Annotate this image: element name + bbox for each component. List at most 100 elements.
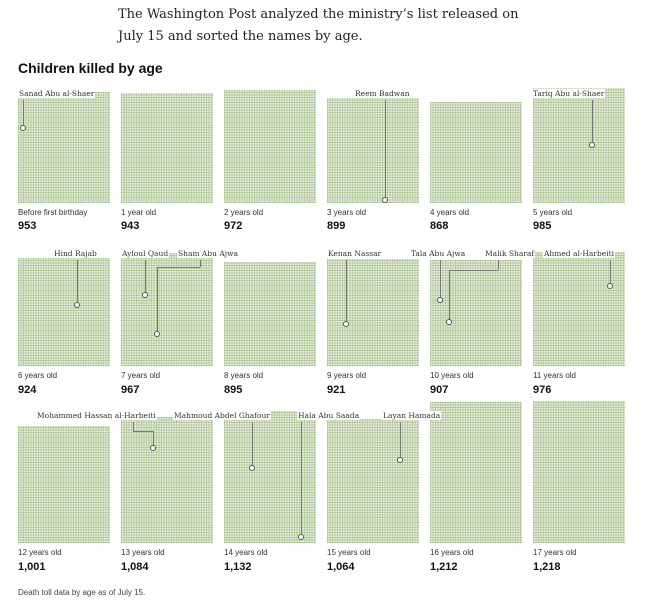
child-name-label: Ayloul Qaud — [121, 249, 170, 258]
age-grid — [327, 98, 419, 203]
age-label: 12 years old — [18, 548, 62, 557]
intro-text: The Washington Post analyzed the ministr… — [118, 7, 519, 44]
age-label: 10 years old — [430, 371, 474, 380]
death-count: 985 — [533, 220, 552, 232]
age-grid — [121, 93, 213, 203]
age-label: 16 years old — [430, 548, 474, 557]
child-name-label: Hala Abu Saada — [297, 411, 361, 420]
age-label: 3 years old — [327, 208, 367, 217]
child-name-label: Hind Rajab — [53, 249, 98, 258]
child-marker — [382, 197, 388, 203]
age-grid — [430, 260, 522, 366]
annotation-connector — [449, 270, 498, 271]
death-count: 976 — [533, 384, 552, 396]
age-label: 5 years old — [533, 208, 573, 217]
child-marker — [74, 302, 80, 308]
death-count: 1,001 — [18, 561, 46, 573]
child-name-label: Tariq Abu al-Shaer — [532, 89, 606, 98]
death-count: 967 — [121, 384, 140, 396]
annotation-connector — [385, 100, 386, 200]
child-marker — [446, 319, 452, 325]
child-marker — [249, 465, 255, 471]
child-name-label: Mahmoud Abdel Ghafour — [173, 411, 271, 420]
child-marker — [150, 445, 156, 451]
child-name-label: Ahmed al-Harbeiti — [543, 249, 616, 258]
age-label: 13 years old — [121, 548, 165, 557]
annotation-connector — [153, 431, 154, 448]
age-label: Before first birthday — [18, 208, 88, 217]
child-name-label: Sham Abu Ajwa — [177, 249, 239, 258]
death-count: 1,132 — [224, 561, 252, 573]
age-grid — [327, 419, 419, 543]
annotation-connector — [77, 260, 78, 305]
age-label: 11 years old — [533, 371, 576, 380]
child-marker — [142, 292, 148, 298]
child-marker — [589, 142, 595, 148]
age-label: 15 years old — [327, 548, 371, 557]
annotation-connector — [23, 100, 24, 128]
annotation-connector — [157, 267, 158, 334]
age-label: 8 years old — [224, 371, 264, 380]
age-grid — [121, 253, 213, 366]
age-grid — [533, 252, 625, 366]
child-marker — [343, 321, 349, 327]
child-name-label: Layan Hamada — [382, 411, 442, 420]
death-count: 895 — [224, 384, 243, 396]
age-label: 7 years old — [121, 371, 161, 380]
age-label: 9 years old — [327, 371, 367, 380]
death-count: 1,212 — [430, 561, 458, 573]
age-label: 17 years old — [533, 548, 577, 557]
death-count: 972 — [224, 220, 243, 232]
death-count: 899 — [327, 220, 346, 232]
death-count: 943 — [121, 220, 140, 232]
death-count: 921 — [327, 384, 346, 396]
death-count: 1,084 — [121, 561, 149, 573]
death-count: 868 — [430, 220, 449, 232]
age-grid — [18, 426, 110, 543]
child-name-label: Mohammed Hassan al-Harbeiti — [36, 411, 157, 420]
child-name-label: Sanad Abu al-Shaer — [18, 89, 96, 98]
annotation-connector — [610, 260, 611, 286]
age-grid — [224, 262, 316, 366]
annotation-connector — [400, 422, 401, 460]
annotation-connector — [449, 270, 450, 322]
annotation-connector — [498, 260, 499, 270]
child-name-label: Tala Abu Ajwa — [410, 249, 467, 258]
death-count: 924 — [18, 384, 37, 396]
annotation-connector — [440, 260, 441, 300]
age-grid — [533, 88, 625, 203]
annotation-connector — [133, 431, 153, 432]
child-marker — [437, 297, 443, 303]
child-name-label: Kenan Nassar — [327, 249, 383, 258]
annotation-connector — [346, 260, 347, 324]
death-count: 1,218 — [533, 561, 561, 573]
child-name-label: Reem Badwan — [354, 89, 411, 98]
age-grid — [430, 102, 522, 203]
age-grid — [430, 402, 522, 543]
child-name-label: Malik Sharaf — [484, 249, 536, 258]
age-label: 4 years old — [430, 208, 470, 217]
footnote: Death toll data by age as of July 15. — [18, 588, 146, 597]
age-grid — [533, 401, 625, 543]
age-grid — [18, 258, 110, 366]
child-marker — [298, 534, 304, 540]
annotation-connector — [157, 267, 200, 268]
age-grid — [18, 92, 110, 203]
annotation-connector — [145, 260, 146, 295]
age-grid — [224, 90, 316, 203]
age-grid — [327, 259, 419, 366]
annotation-connector — [301, 422, 302, 537]
annotation-connector — [200, 260, 201, 267]
age-label: 6 years old — [18, 371, 58, 380]
annotation-connector — [252, 422, 253, 468]
age-grid — [121, 417, 213, 543]
age-label: 2 years old — [224, 208, 264, 217]
age-label: 1 year old — [121, 208, 157, 217]
age-grid — [224, 411, 316, 543]
child-marker — [397, 457, 403, 463]
age-label: 14 years old — [224, 548, 268, 557]
annotation-connector — [133, 422, 134, 431]
child-marker — [607, 283, 613, 289]
annotation-connector — [592, 100, 593, 145]
death-count: 907 — [430, 384, 449, 396]
